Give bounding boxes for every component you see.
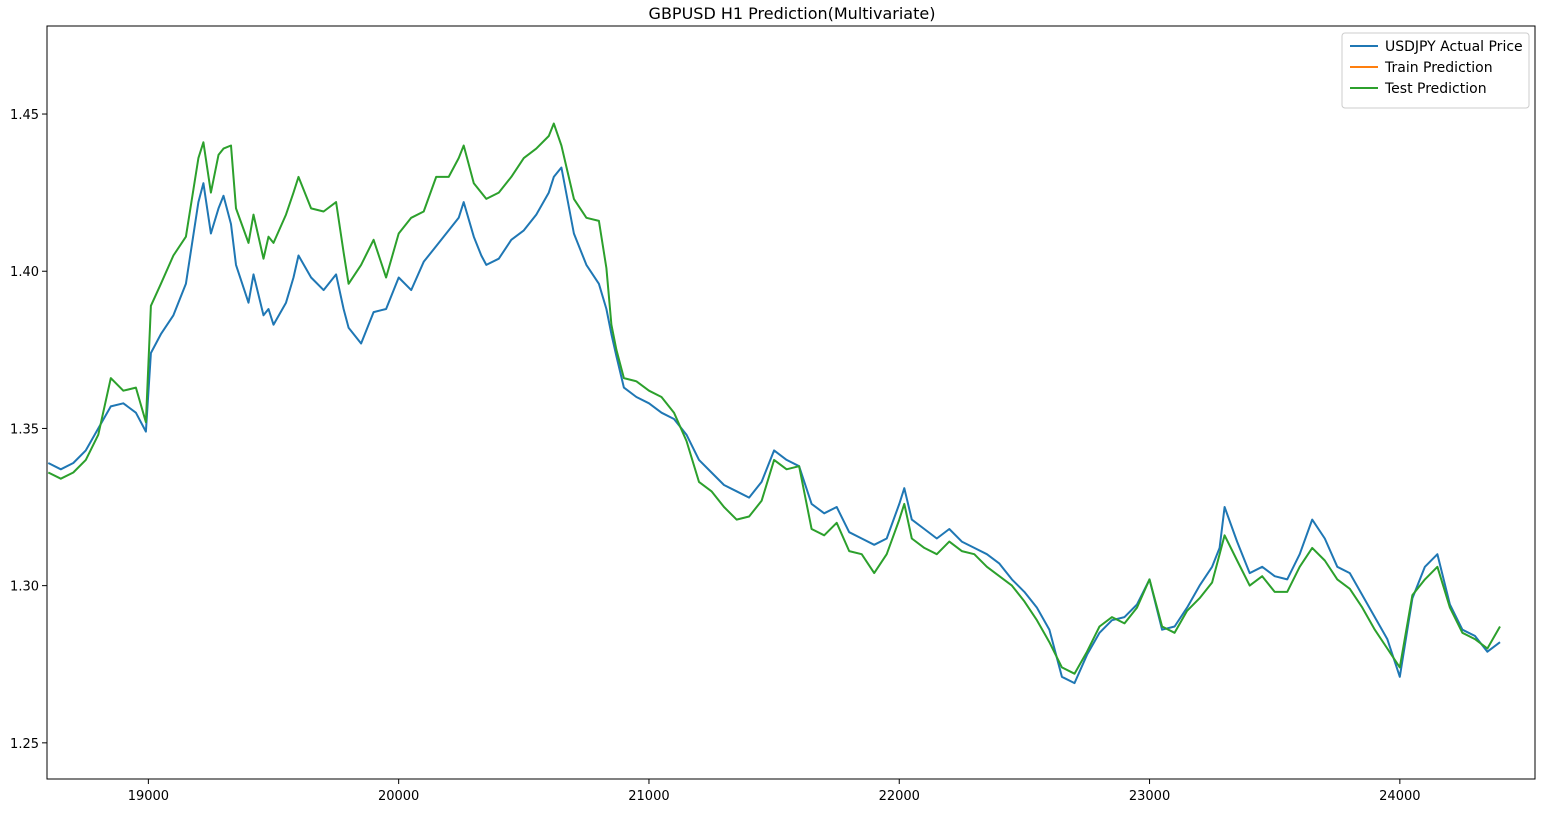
series-layer xyxy=(47,122,1501,685)
x-tick-label: 22000 xyxy=(879,789,920,804)
legend-label: Train Prediction xyxy=(1384,60,1493,76)
y-tick-label: 1.45 xyxy=(10,108,39,123)
y-tick-label: 1.35 xyxy=(10,422,39,437)
series-line-0 xyxy=(47,166,1501,685)
y-tick-label: 1.25 xyxy=(10,737,39,752)
y-axis: 1.25 1.30 1.35 1.40 1.45 xyxy=(10,108,47,752)
x-tick-label: 24000 xyxy=(1379,789,1420,804)
x-axis: 19000 20000 21000 22000 23000 24000 xyxy=(128,779,1421,804)
x-tick-label: 21000 xyxy=(628,789,669,804)
x-tick-label: 19000 xyxy=(128,789,169,804)
x-tick-label: 23000 xyxy=(1129,789,1170,804)
plot-frame xyxy=(46,25,1536,780)
legend-label: Test Prediction xyxy=(1384,81,1487,97)
series-line-2 xyxy=(47,122,1501,675)
legend: USDJPY Actual Price Train Prediction Test … xyxy=(1341,32,1530,109)
legend-label: USDJPY Actual Price xyxy=(1385,39,1523,55)
chart-title: GBPUSD H1 Prediction(Multivariate) xyxy=(649,4,936,23)
y-tick-label: 1.30 xyxy=(10,580,39,595)
y-tick-label: 1.40 xyxy=(10,265,39,280)
legend-box xyxy=(1341,32,1530,109)
x-tick-label: 20000 xyxy=(378,789,419,804)
